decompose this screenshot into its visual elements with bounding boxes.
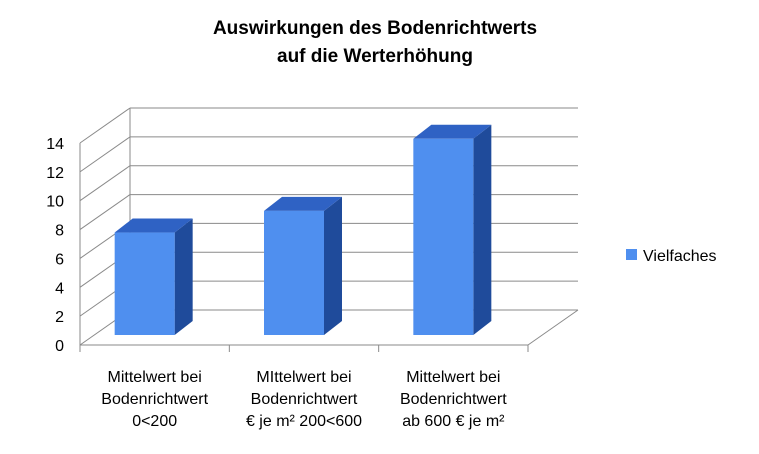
legend-swatch <box>626 249 637 260</box>
grid-diagonal <box>79 165 131 202</box>
y-tick-label: 4 <box>55 280 64 297</box>
grid-diagonal <box>79 194 131 230</box>
floor-edge <box>527 309 579 346</box>
legend-label: Vielfaches <box>643 248 717 265</box>
y-tick-label: 2 <box>55 309 64 326</box>
bar-top <box>114 218 193 233</box>
x-axis-categories: Mittelwert bei Bodenrichtwert 0<200 MIttelw… <box>101 369 507 430</box>
category-label: MIttelwert bei Bodenrichtwert € je m² 200<… <box>246 369 362 430</box>
bars <box>114 124 492 336</box>
bar-top <box>413 124 492 139</box>
bar <box>413 124 492 336</box>
bar-front <box>413 138 474 335</box>
bar-side <box>174 218 193 335</box>
chart-title: Auswirkungen des Bodenrichtwerts auf die … <box>213 18 537 67</box>
y-tick-label: 8 <box>55 223 64 240</box>
y-axis-ticks: 0 2 4 6 8 10 12 14 <box>46 136 64 355</box>
y-tick-label: 6 <box>55 251 64 268</box>
chart-grid <box>79 107 579 352</box>
bar <box>114 218 193 335</box>
legend: Vielfaches <box>626 248 717 265</box>
bar <box>264 196 342 335</box>
grid-diagonal <box>79 136 131 173</box>
bar-top <box>264 196 342 211</box>
bar-front <box>264 210 324 335</box>
y-tick-label: 10 <box>46 194 64 211</box>
chart-title-line: auf die Werterhöhung <box>277 46 473 67</box>
bar-front <box>114 232 175 335</box>
y-tick-label: 12 <box>46 165 64 182</box>
category-label: Mittelwert bei Bodenrichtwert 0<200 <box>101 369 208 430</box>
y-tick-label: 0 <box>55 338 64 355</box>
chart-title-line: Auswirkungen des Bodenrichtwerts <box>213 18 537 39</box>
y-tick-label: 14 <box>46 136 64 153</box>
grid-diagonal <box>79 107 131 144</box>
bar-side <box>324 196 342 335</box>
bar-side <box>473 124 492 336</box>
category-label: Mittelwert bei Bodenrichtwert ab 600 € je … <box>400 369 507 430</box>
